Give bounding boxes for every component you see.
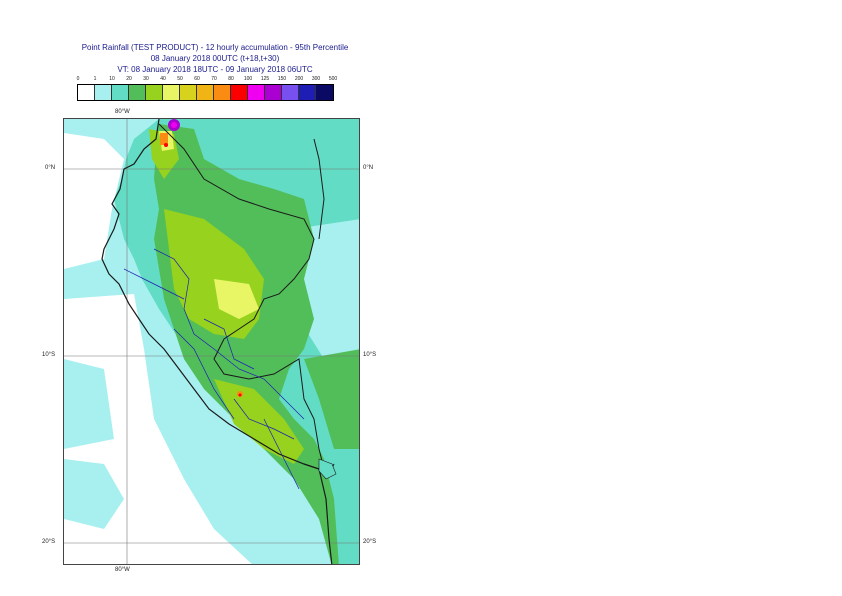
rain-zone-yellow: [214, 279, 259, 319]
rainfall-map: [63, 118, 360, 565]
legend-label: 40: [160, 76, 166, 82]
legend-swatch: [299, 85, 316, 100]
rain-zone-green-east: [304, 349, 359, 449]
admin-boundary-2: [123, 268, 185, 300]
legend-label: 150: [277, 76, 287, 82]
legend-swatch: [197, 85, 214, 100]
legend-swatch: [146, 85, 163, 100]
rain-spot-red-south: [238, 393, 242, 397]
legend-label: 0: [76, 76, 80, 82]
legend-label: 80: [228, 76, 234, 82]
admin-boundary-4: [233, 398, 295, 440]
legend-label: 10: [109, 76, 115, 82]
lat-label-right-0: 0°N: [363, 165, 374, 171]
legend-label: 200: [294, 76, 304, 82]
lon-label-top: 80°W: [115, 109, 130, 115]
dry-ocean-north: [64, 133, 124, 269]
legend-swatch: [95, 85, 112, 100]
legend-swatch: [231, 85, 248, 100]
legend-label: 60: [194, 76, 200, 82]
map-title-line2: 08 January 2018 00UTC (t+18,t+30): [150, 54, 280, 63]
rain-zone-yellowgreen-south: [214, 379, 304, 464]
lat-label-right-10: 10°S: [363, 352, 377, 358]
map-svg: [64, 119, 359, 564]
legend-label: 1: [93, 76, 97, 82]
legend-swatch: [163, 85, 180, 100]
country-border-peru-ecuador-brazil: [158, 123, 325, 470]
legend-swatch: [214, 85, 231, 100]
legend-swatch: [180, 85, 197, 100]
legend-swatch: [78, 85, 95, 100]
lat-label-left-20: 20°S: [42, 539, 56, 545]
admin-boundary-3: [203, 318, 255, 370]
rain-spot-magenta: [171, 122, 177, 128]
ocean-patch-2: [64, 459, 124, 529]
legend-swatch: [248, 85, 265, 100]
admin-boundary-6: [263, 418, 300, 490]
lat-label-left-10: 10°S: [42, 352, 56, 358]
lat-label-right-20: 20°S: [363, 539, 377, 545]
legend-label: 30: [143, 76, 149, 82]
legend-swatch: [129, 85, 146, 100]
admin-boundary-1: [153, 248, 305, 420]
legend-label: 50: [177, 76, 183, 82]
legend-swatch: [265, 85, 282, 100]
legend-label: 500: [328, 76, 338, 82]
coastline: [101, 119, 333, 564]
admin-boundary-5: [173, 328, 235, 420]
legend-label: 70: [211, 76, 217, 82]
lon-label-bottom: 80°W: [115, 567, 130, 573]
country-border-colombia-brazil: [313, 138, 325, 240]
legend-label: 125: [260, 76, 270, 82]
legend-label: 100: [243, 76, 253, 82]
legend-label: 20: [126, 76, 132, 82]
legend-swatch: [112, 85, 129, 100]
rain-spot-red: [164, 143, 168, 147]
map-title-line3: VT: 08 January 2018 18UTC - 09 January 2…: [117, 65, 313, 74]
legend-swatch: [282, 85, 299, 100]
rain-spot-orange: [160, 133, 168, 145]
ocean-patch-1: [64, 359, 114, 449]
map-title-line1: Point Rainfall (TEST PRODUCT) - 12 hourl…: [81, 43, 349, 52]
lake-titicaca: [318, 458, 337, 480]
legend-swatch: [316, 85, 333, 100]
lat-label-left-0: 0°N: [45, 165, 56, 171]
legend-label: 300: [311, 76, 321, 82]
